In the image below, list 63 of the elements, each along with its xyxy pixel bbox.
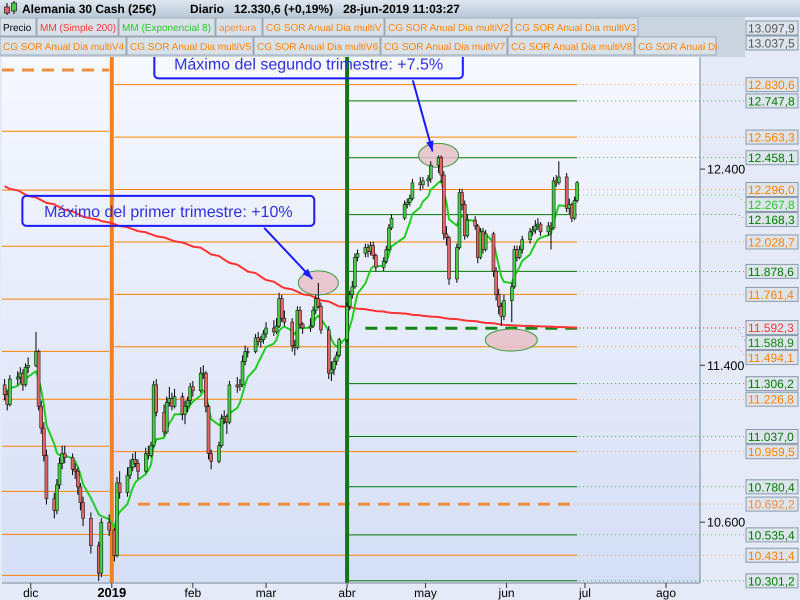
data-label: 11.761,4: [748, 288, 794, 302]
x-tick-label: jun: [498, 586, 515, 600]
data-label: 11.037,0: [748, 430, 794, 444]
candlestick: [16, 370, 20, 386]
candlestick: [254, 333, 258, 354]
y-tick-label: 10.600: [707, 516, 746, 530]
text: MM (Simple 200): [40, 23, 116, 34]
text: CG SOR Anual Dia multiV4: [3, 42, 125, 53]
data-label: 11.878,6: [748, 264, 794, 279]
candlestick: [70, 453, 74, 476]
candlestick: [484, 229, 488, 252]
candlestick: [528, 227, 532, 244]
x-tick-label: feb: [184, 586, 202, 600]
text: CG SOR Anual Dia multiV3: [515, 23, 637, 34]
text: CG SOR Anual Dia multiV7: [384, 42, 506, 53]
x-tick-label: abr: [338, 586, 356, 600]
data-label: 11.588,9: [748, 336, 794, 350]
data-label: 12.747,8: [748, 94, 796, 108]
text: MM (Exponencial 8): [122, 23, 211, 34]
x-tick-label: 2019: [97, 585, 126, 600]
text: 13.037,5: [748, 36, 796, 50]
data-label: 10.301,2: [748, 574, 796, 588]
data-label: 10.431,4: [748, 548, 796, 563]
text: CG SOR Anual Dia multiV8: [511, 42, 633, 53]
chart-subtitle: Diario 12.330,6 (+0,19%) 28-jun-2019 11:03:27: [190, 2, 460, 16]
candlestick: [144, 447, 148, 474]
candlestick: [557, 160, 561, 186]
data-label: 12.267,8: [748, 198, 796, 212]
data-label: 10.535,4: [748, 528, 796, 542]
data-label: 12.830,6: [748, 78, 796, 92]
y-tick-label: 12.400: [707, 162, 746, 177]
data-label: 12.458,1: [748, 151, 796, 166]
text: 13.097,9: [748, 22, 796, 36]
text: CG SOR Anual Dia multiV: [266, 23, 382, 34]
data-label: 11.592,3: [748, 321, 794, 336]
x-tick-label: ago: [656, 586, 676, 600]
candlestick: [428, 160, 432, 184]
legend-label: Precio: [3, 23, 32, 34]
x-tick-label: may: [414, 586, 437, 600]
data-label: 11.494,1: [748, 351, 794, 366]
text: CG SOR Anual Dia multiV5: [130, 42, 252, 53]
data-label: 11.306,2: [748, 377, 794, 392]
text: apertura: [219, 23, 257, 34]
data-label: 11.226,8: [748, 392, 794, 407]
text: CG SOR Anual Di: [638, 42, 718, 53]
text: CG SOR Anual Dia multiV2: [388, 23, 510, 34]
data-label: 12.296,0: [748, 183, 796, 198]
candlestick: [191, 380, 195, 398]
data-label: 10.959,5: [748, 445, 796, 460]
candlestick: [172, 388, 176, 409]
y-tick-label: 11.400: [707, 358, 744, 373]
candlestick: [402, 200, 406, 221]
text: CG SOR Anual Dia multiV6: [257, 42, 379, 53]
data-label: 12.563,3: [748, 130, 796, 145]
data-label: 10.780,4: [748, 480, 796, 494]
x-tick-label: jul: [578, 586, 591, 600]
x-tick-label: mar: [256, 586, 276, 600]
x-tick-label: dic: [23, 586, 38, 600]
data-label: 12.028,7: [748, 235, 796, 250]
chart-title: Alemania 30 Cash (25€): [22, 2, 156, 16]
data-label: 12.168,3: [748, 213, 796, 228]
data-label: 10.692,2: [748, 498, 796, 512]
candlestick: [421, 176, 425, 190]
